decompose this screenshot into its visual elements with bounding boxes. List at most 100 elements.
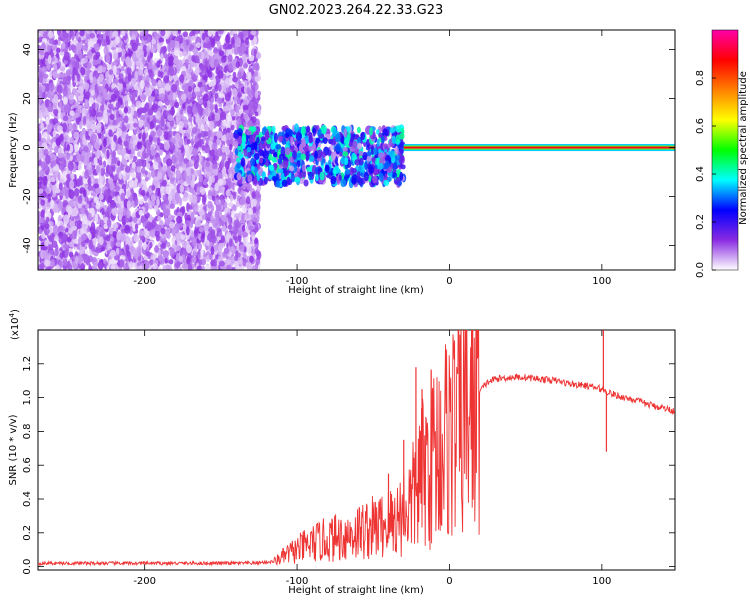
- spectrogram-cell: [112, 52, 118, 60]
- spectrogram-cell: [164, 257, 168, 264]
- spectrogram-cell: [41, 231, 46, 240]
- spectrogram-cell: [126, 106, 132, 114]
- spectrogram-cell: [193, 48, 199, 57]
- spectrogram-cell: [115, 241, 122, 247]
- spectrogram-cell: [82, 189, 87, 198]
- spectrogram-cell: [184, 148, 190, 156]
- spectrogram-cell: [191, 174, 196, 182]
- spectrogram-cell: [137, 119, 144, 127]
- spectrogram-cell: [145, 251, 151, 257]
- spectrogram-cell: [138, 182, 143, 188]
- spectrogram-cell: [95, 187, 102, 194]
- spectrogram-cell: [195, 30, 200, 35]
- spectrogram-cell: [93, 196, 100, 204]
- spectrogram-cell: [178, 197, 183, 207]
- spectrogram-cell: [71, 208, 77, 216]
- spectrogram-cell: [154, 93, 160, 102]
- spectrogram-cell: [56, 47, 61, 53]
- spectrogram-cell: [241, 213, 245, 223]
- spectrogram-cell: [182, 103, 186, 109]
- spectrogram-cell: [181, 263, 188, 270]
- spectrogram-cell: [69, 155, 74, 161]
- spectrogram-cell: [254, 238, 259, 245]
- spectrogram-cell: [113, 134, 117, 143]
- spectrogram-cell: [90, 65, 96, 72]
- spectrogram-cell: [70, 56, 76, 66]
- spectrogram-cell: [188, 116, 193, 123]
- spectrogram-cell: [201, 32, 206, 41]
- spectrogram-cell: [173, 101, 180, 109]
- spectrogram-cell: [226, 232, 232, 238]
- spectrogram-cell: [217, 83, 222, 92]
- spectrogram-cell: [93, 183, 100, 189]
- spectrogram-cell: [77, 95, 84, 102]
- spectrogram-cell: [123, 106, 129, 114]
- spectrogram-cell: [79, 228, 85, 236]
- spectrogram-cell: [125, 238, 130, 247]
- spectrogram-cell: [185, 226, 190, 236]
- spectrogram-cell: [68, 242, 75, 248]
- spectrogram-cell: [42, 132, 48, 139]
- spectrogram-cell: [189, 44, 195, 50]
- spectrogram-cell: [67, 263, 73, 270]
- spectrogram-cell: [107, 165, 114, 174]
- spectrogram-cell: [224, 173, 228, 180]
- spectrogram-cell: [149, 115, 154, 121]
- spectrogram-cell: [162, 202, 167, 213]
- spectrogram-cell: [216, 130, 223, 139]
- spectrogram-cell: [217, 172, 223, 181]
- spectrogram-cell: [52, 108, 59, 116]
- spectrogram-cell: [211, 163, 218, 170]
- spectrogram-cell: [94, 213, 99, 224]
- spectrogram-cell: [62, 233, 68, 243]
- spectrogram-cell: [142, 44, 148, 53]
- spectrogram-cell: [128, 142, 134, 150]
- spectrogram-cell: [184, 137, 189, 146]
- spectrogram-cell: [213, 135, 218, 141]
- spectrogram-cell: [74, 90, 79, 98]
- spectrogram-cell: [90, 174, 95, 184]
- spectrogram-cell: [171, 83, 178, 93]
- spectrogram-cell: [99, 230, 106, 238]
- spectrogram-cell: [210, 97, 215, 104]
- figure-title: GN02.2023.264.22.33.G23: [269, 3, 444, 18]
- spectrogram-cell: [58, 94, 63, 101]
- spectrogram-cell: [114, 174, 118, 180]
- spectrogram-cell: [91, 133, 98, 142]
- spectrogram-cell: [166, 241, 171, 248]
- spectrogram-cell: [87, 255, 93, 263]
- spectrogram-cell: [137, 106, 144, 115]
- spectrogram-cell: [118, 78, 124, 84]
- spectrogram-cell: [154, 69, 159, 76]
- spectrogram-cell: [231, 246, 236, 255]
- spectrogram-cell: [116, 47, 123, 53]
- spectrogram-cell: [232, 76, 239, 83]
- spectrogram-cell: [225, 259, 232, 265]
- spectrogram-cell: [192, 106, 198, 115]
- spectrogram-cell: [41, 91, 46, 100]
- spectrogram-cell: [183, 170, 187, 179]
- spectrogram-cell: [219, 111, 227, 121]
- spectrogram-cell: [173, 49, 180, 57]
- spectrogram-cell: [108, 227, 113, 235]
- spectrogram-cell: [168, 65, 174, 71]
- spectrogram-cell: [249, 255, 254, 263]
- spectrogram-cell: [124, 100, 129, 108]
- spectrogram-cell: [76, 72, 80, 79]
- spectrogram-cell: [98, 65, 104, 73]
- spectrogram-cell: [140, 167, 146, 174]
- spectrogram-cell: [70, 191, 76, 198]
- spectrogram-cell: [177, 30, 182, 35]
- spectrogram-cell: [237, 233, 242, 243]
- spectrogram-cell: [101, 208, 105, 216]
- spectrogram-cell: [251, 198, 258, 206]
- spectrogram-cell: [41, 85, 46, 92]
- spectrogram-cell: [73, 238, 80, 244]
- spectrogram-cell: [124, 224, 131, 234]
- spectrogram-cell: [235, 61, 240, 69]
- spectrogram-cell: [217, 242, 223, 253]
- spectrogram-cell: [175, 194, 180, 205]
- spectrogram-cell: [200, 233, 205, 243]
- spectrogram-cell: [49, 199, 55, 209]
